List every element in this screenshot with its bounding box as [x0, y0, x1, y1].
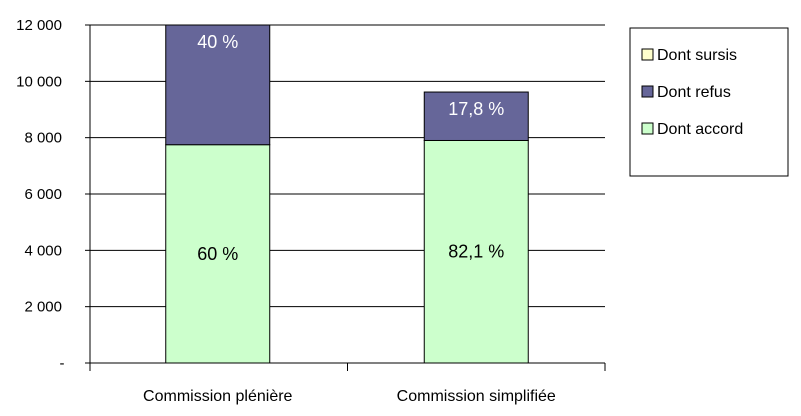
- legend-entry: Dont refus: [657, 84, 731, 101]
- y-tick-label: 8 000: [24, 130, 62, 147]
- bar-segment-dont-refus: [423, 91, 529, 141]
- legend-swatch: [641, 122, 654, 135]
- bar-segment-dont-refus: [165, 24, 271, 146]
- bar-data-label: 60 %: [197, 244, 238, 264]
- legend-entry: Dont sursis: [657, 47, 737, 64]
- axes: - 2 000 4 000 6 000 8 000 10 000 12 000 Commiss…: [16, 17, 606, 405]
- x-category-label: Commission simplifiée: [397, 388, 556, 405]
- legend: Dont sursis Dont refus Dont accord: [629, 27, 789, 177]
- legend-swatch: [641, 48, 654, 61]
- bars: 60 % 40 % 82,1 % 17,8 %: [165, 24, 529, 364]
- legend-box: [629, 27, 789, 177]
- bar-data-label: 82,1 %: [448, 242, 504, 262]
- y-tick-label: 2 000: [24, 299, 62, 316]
- y-tick-label: 6 000: [24, 186, 62, 203]
- x-category-label: Commission plénière: [143, 388, 292, 405]
- y-tick-label: 12 000: [16, 17, 62, 34]
- y-tick-label: -: [60, 355, 65, 372]
- y-tick-label: 4 000: [24, 242, 62, 259]
- bar-data-label: 40 %: [197, 32, 238, 52]
- legend-swatch: [641, 85, 654, 98]
- legend-entry: Dont accord: [657, 121, 743, 138]
- bar-data-label: 17,8 %: [448, 99, 504, 119]
- y-tick-label: 10 000: [16, 73, 62, 90]
